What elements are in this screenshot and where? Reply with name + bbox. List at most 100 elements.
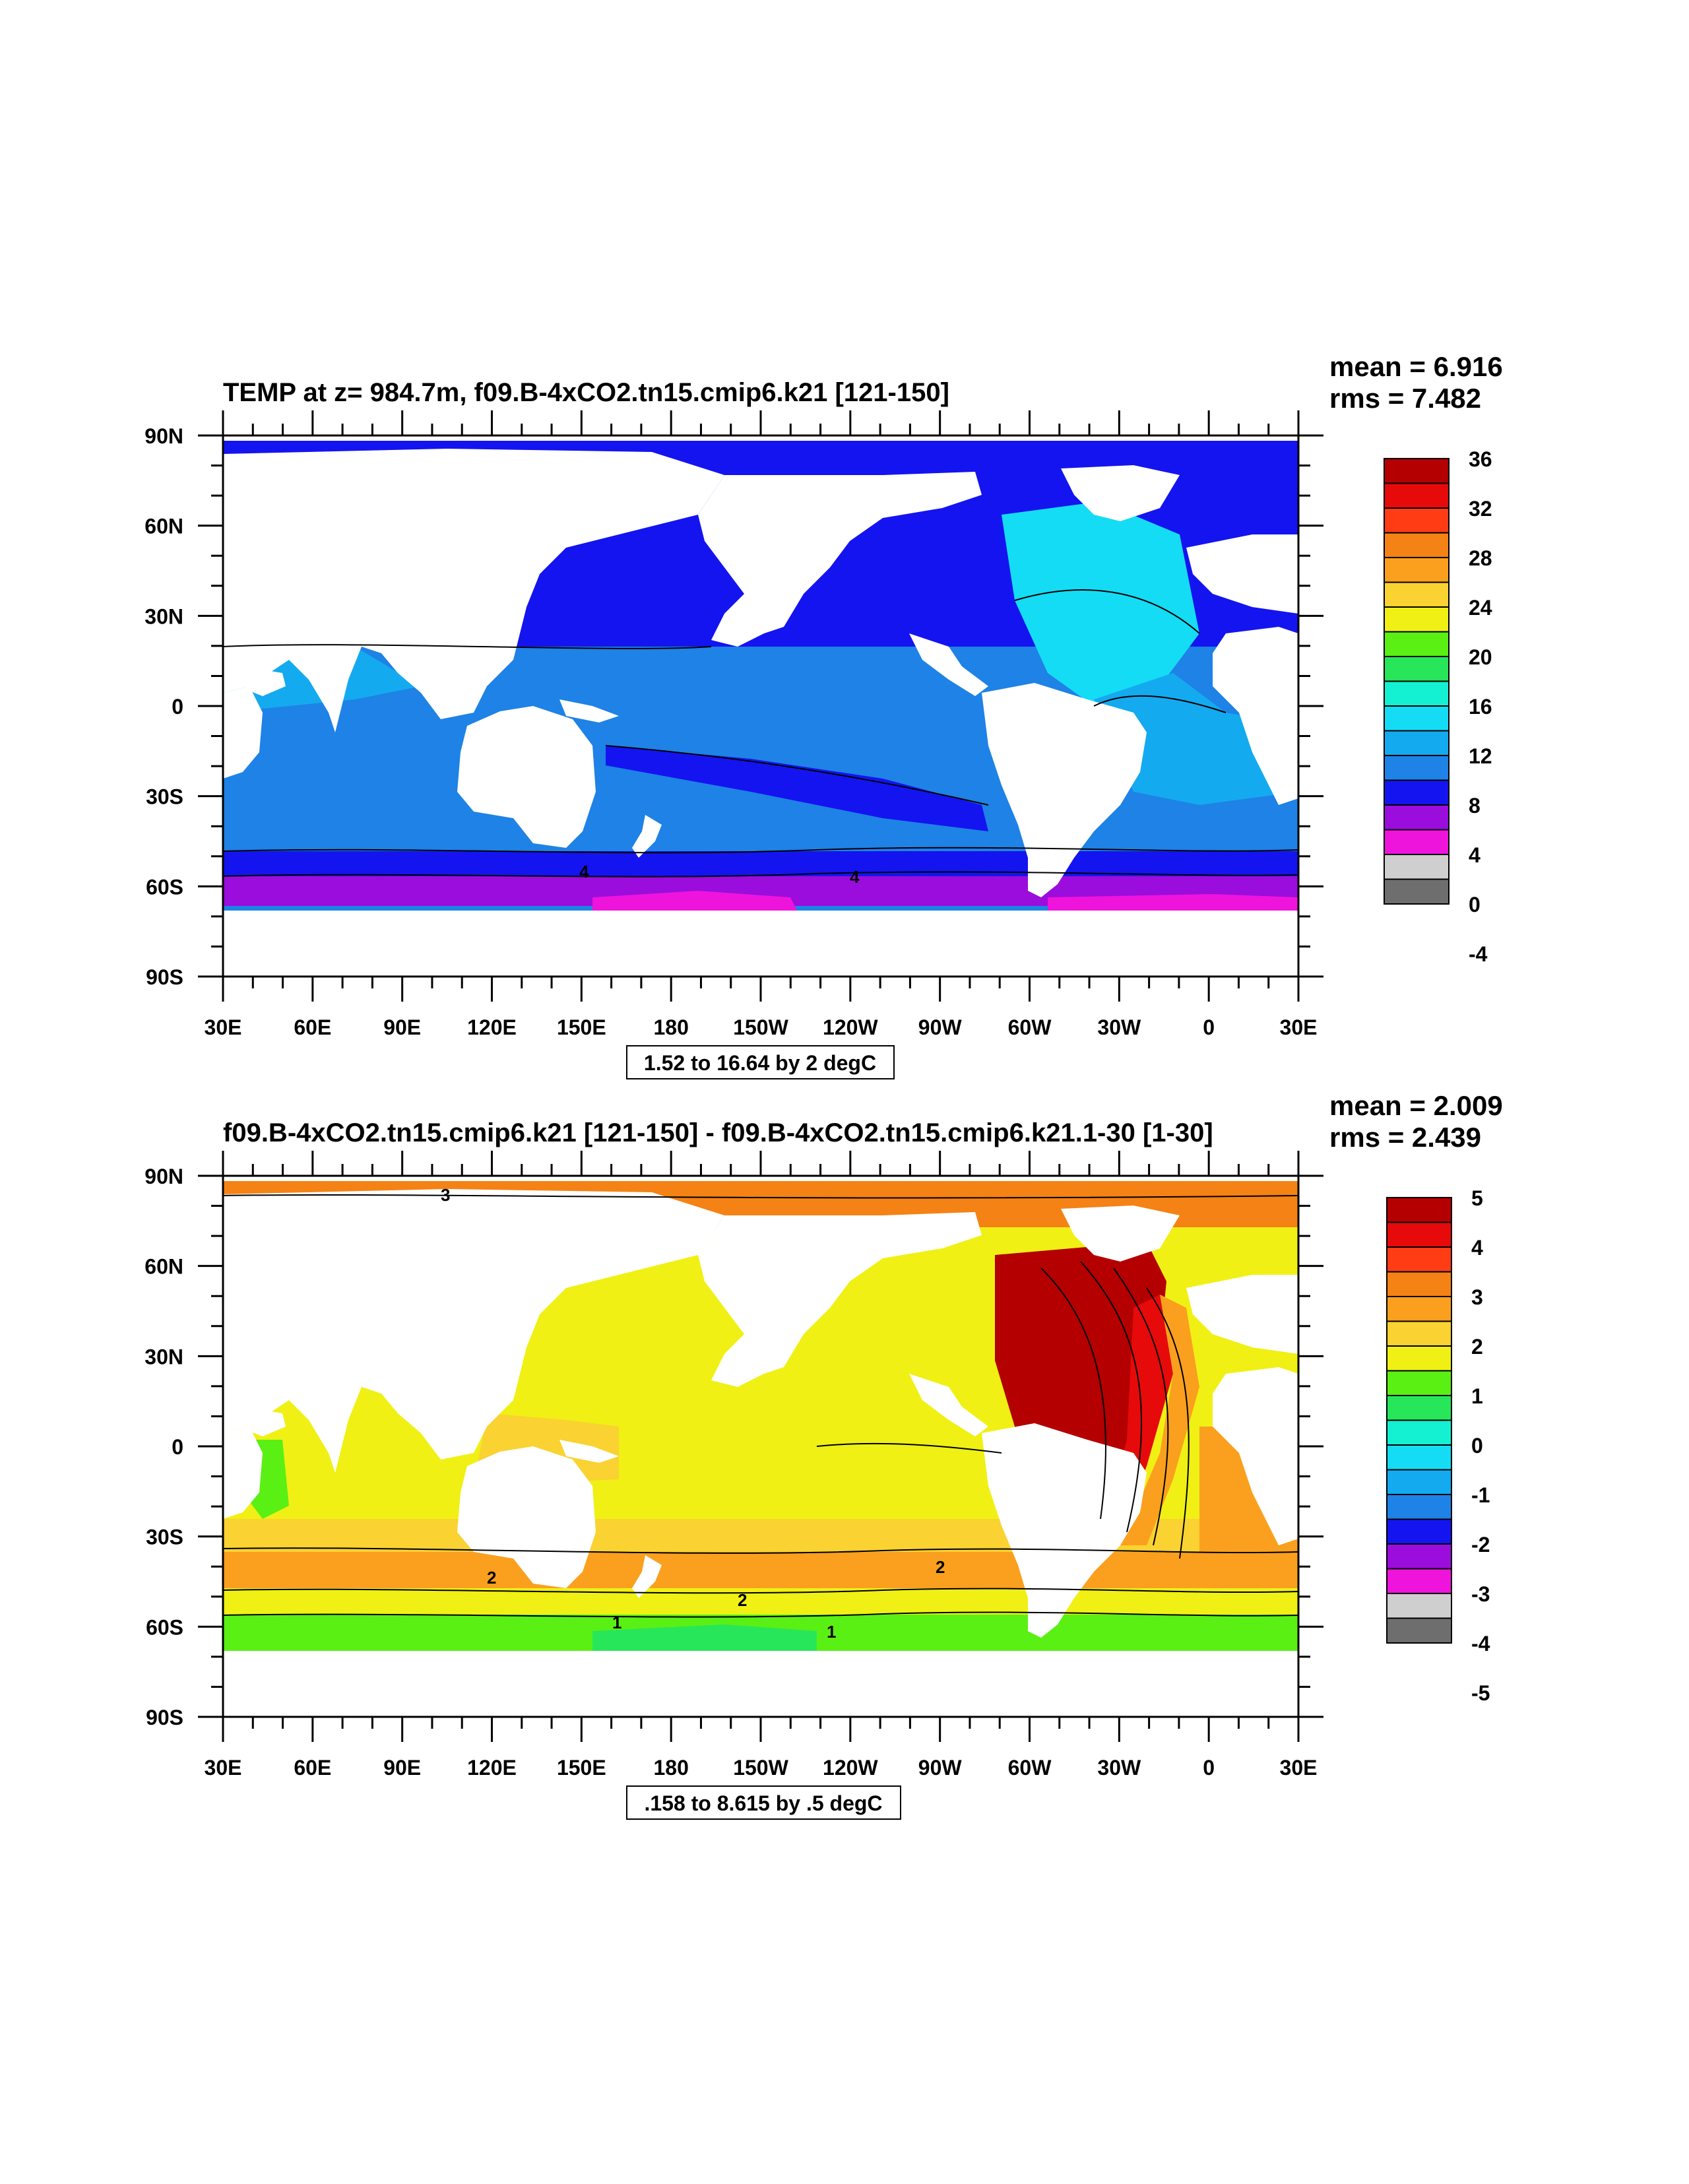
panel1-colorbar: 36 32 28 24 20 16 12 8 4 0 -4	[1384, 447, 1492, 966]
panel1-lat-labels: 90N 60N 30N 0 30S 60S 90S	[144, 424, 183, 989]
panel1-mean: mean = 6.916	[1329, 351, 1503, 382]
colorbar-swatch	[1384, 581, 1450, 608]
lon-label: 60W	[1008, 1015, 1052, 1039]
colorbar-swatch	[1386, 1617, 1452, 1644]
colorbar-swatch	[1386, 1296, 1452, 1322]
colorbar-swatch	[1386, 1518, 1452, 1545]
colorbar-label: 5	[1471, 1186, 1483, 1210]
panel1-info-text: 1.52 to 16.64 by 2 degC	[644, 1051, 876, 1075]
lon-label: 120W	[823, 1015, 878, 1039]
lon-label: 30E	[1280, 1756, 1318, 1780]
colorbar-label: 2	[1471, 1335, 1483, 1359]
lon-label: 180	[653, 1015, 688, 1039]
panel1-title: TEMP at z= 984.7m, f09.B-4xCO2.tn15.cmip…	[223, 378, 949, 407]
lon-label: 120W	[823, 1756, 878, 1780]
lon-label: 30W	[1097, 1756, 1141, 1780]
panel2-contours	[223, 1194, 1298, 1618]
colorbar-swatch	[1386, 1568, 1452, 1594]
lon-label: 30E	[1280, 1015, 1318, 1039]
panel2-info-box	[626, 1785, 901, 1820]
panel1-band-south-pacific-deep	[606, 746, 988, 831]
lon-label: 150W	[733, 1015, 788, 1039]
lon-label: 180	[653, 1756, 688, 1780]
lon-label: 90W	[918, 1015, 963, 1039]
colorbar-label: 20	[1469, 645, 1492, 669]
lat-label: 90S	[146, 1706, 183, 1729]
panel2-contour-label: 1	[827, 1622, 836, 1642]
panel2-band-southern-25	[223, 1552, 1298, 1591]
colorbar-label: 4	[1469, 843, 1481, 867]
colorbar-label: -5	[1471, 1681, 1490, 1705]
colorbar-label: -1	[1471, 1483, 1490, 1507]
lat-label: 0	[172, 1435, 183, 1459]
colorbar-swatch	[1384, 507, 1450, 534]
colorbar-swatch	[1386, 1593, 1452, 1619]
lon-label: 150E	[557, 1756, 606, 1780]
colorbar-swatch	[1384, 680, 1450, 707]
panel-absolute-temp: TEMP at z= 984.7m, f09.B-4xCO2.tn15.cmip…	[144, 351, 1503, 1079]
lat-label: 90S	[146, 965, 183, 989]
panel1-lon-labels: 30E 60E 90E 120E 150E 180 150W 120W 90W 60W 30W 0 30…	[205, 1015, 1318, 1039]
lat-label: 30S	[146, 1526, 183, 1549]
panel1-info-box	[626, 1045, 895, 1079]
panel2-title: f09.B-4xCO2.tn15.cmip6.k21 [121-150] - f…	[223, 1118, 1213, 1147]
colorbar-label: 8	[1469, 794, 1481, 818]
panel2-lat-labels: 90N 60N 30N 0 30S 60S 90S	[144, 1165, 183, 1729]
panel1-map: 4 4	[223, 435, 1298, 977]
panel1-contour-label: 4	[850, 867, 860, 887]
lon-label: 30W	[1097, 1015, 1141, 1039]
panel1-ticks	[198, 410, 1323, 1002]
lon-label: 0	[1203, 1015, 1215, 1039]
colorbar-swatch	[1384, 829, 1450, 855]
lon-label: 60E	[294, 1756, 331, 1780]
colorbar-label: 28	[1469, 546, 1492, 570]
panel2-colorbar: 5 4 3 2 1 0 -1 -2 -3 -4 -5	[1386, 1186, 1490, 1705]
colorbar-label: 36	[1469, 447, 1492, 471]
panel2-info-text: .158 to 8.615 by .5 degC	[644, 1791, 882, 1815]
colorbar-swatch	[1384, 532, 1450, 558]
panel2-map: 3 2 2 2 1 1	[223, 1176, 1298, 1717]
panel2-lon-labels: 30E 60E 90E 120E 150E 180 150W 120W 90W 60W 30W 0 30…	[205, 1756, 1318, 1780]
lat-label: 60N	[144, 515, 183, 538]
colorbar-swatch	[1386, 1320, 1452, 1347]
colorbar-swatch	[1386, 1444, 1452, 1471]
colorbar-swatch	[1384, 804, 1450, 831]
colorbar-swatch	[1386, 1271, 1452, 1297]
lat-label: 30S	[146, 785, 183, 809]
colorbar-swatch	[1384, 458, 1450, 484]
colorbar-swatch	[1386, 1246, 1452, 1273]
colorbar-swatch	[1384, 878, 1450, 905]
colorbar-label: 0	[1471, 1434, 1483, 1458]
colorbar-label: -3	[1471, 1582, 1490, 1606]
colorbar-swatch	[1386, 1221, 1452, 1248]
lon-label: 90E	[383, 1015, 421, 1039]
lat-label: 30N	[144, 1345, 183, 1368]
lat-label: 0	[172, 695, 183, 719]
colorbar-label: -2	[1471, 1533, 1490, 1557]
panel1-rms: rms = 7.482	[1329, 383, 1481, 414]
lat-label: 60S	[146, 1615, 183, 1639]
lon-label: 90W	[918, 1756, 963, 1780]
lon-label: 150E	[557, 1015, 606, 1039]
colorbar-swatch	[1384, 854, 1450, 880]
colorbar-label: 16	[1469, 695, 1492, 719]
lon-label: 30E	[205, 1756, 242, 1780]
colorbar-swatch	[1384, 631, 1450, 657]
lat-label: 60N	[144, 1255, 183, 1279]
panel2-contour-label: 2	[738, 1590, 747, 1610]
panel2-contour-label: 3	[441, 1185, 450, 1205]
lon-label: 120E	[467, 1015, 517, 1039]
colorbar-swatch	[1386, 1543, 1452, 1570]
colorbar-label: 4	[1471, 1236, 1483, 1260]
colorbar-label: 24	[1469, 596, 1492, 620]
colorbar-swatch	[1384, 606, 1450, 633]
panel1-band-atlantic-mid	[1094, 673, 1298, 805]
panel2-ticks	[198, 1151, 1323, 1742]
colorbar-label: 12	[1469, 744, 1492, 768]
lat-label: 60S	[146, 875, 183, 899]
lon-label: 30E	[205, 1015, 242, 1039]
colorbar-label: 32	[1469, 497, 1492, 521]
lon-label: 90E	[383, 1756, 421, 1780]
colorbar-label: 0	[1469, 893, 1481, 916]
